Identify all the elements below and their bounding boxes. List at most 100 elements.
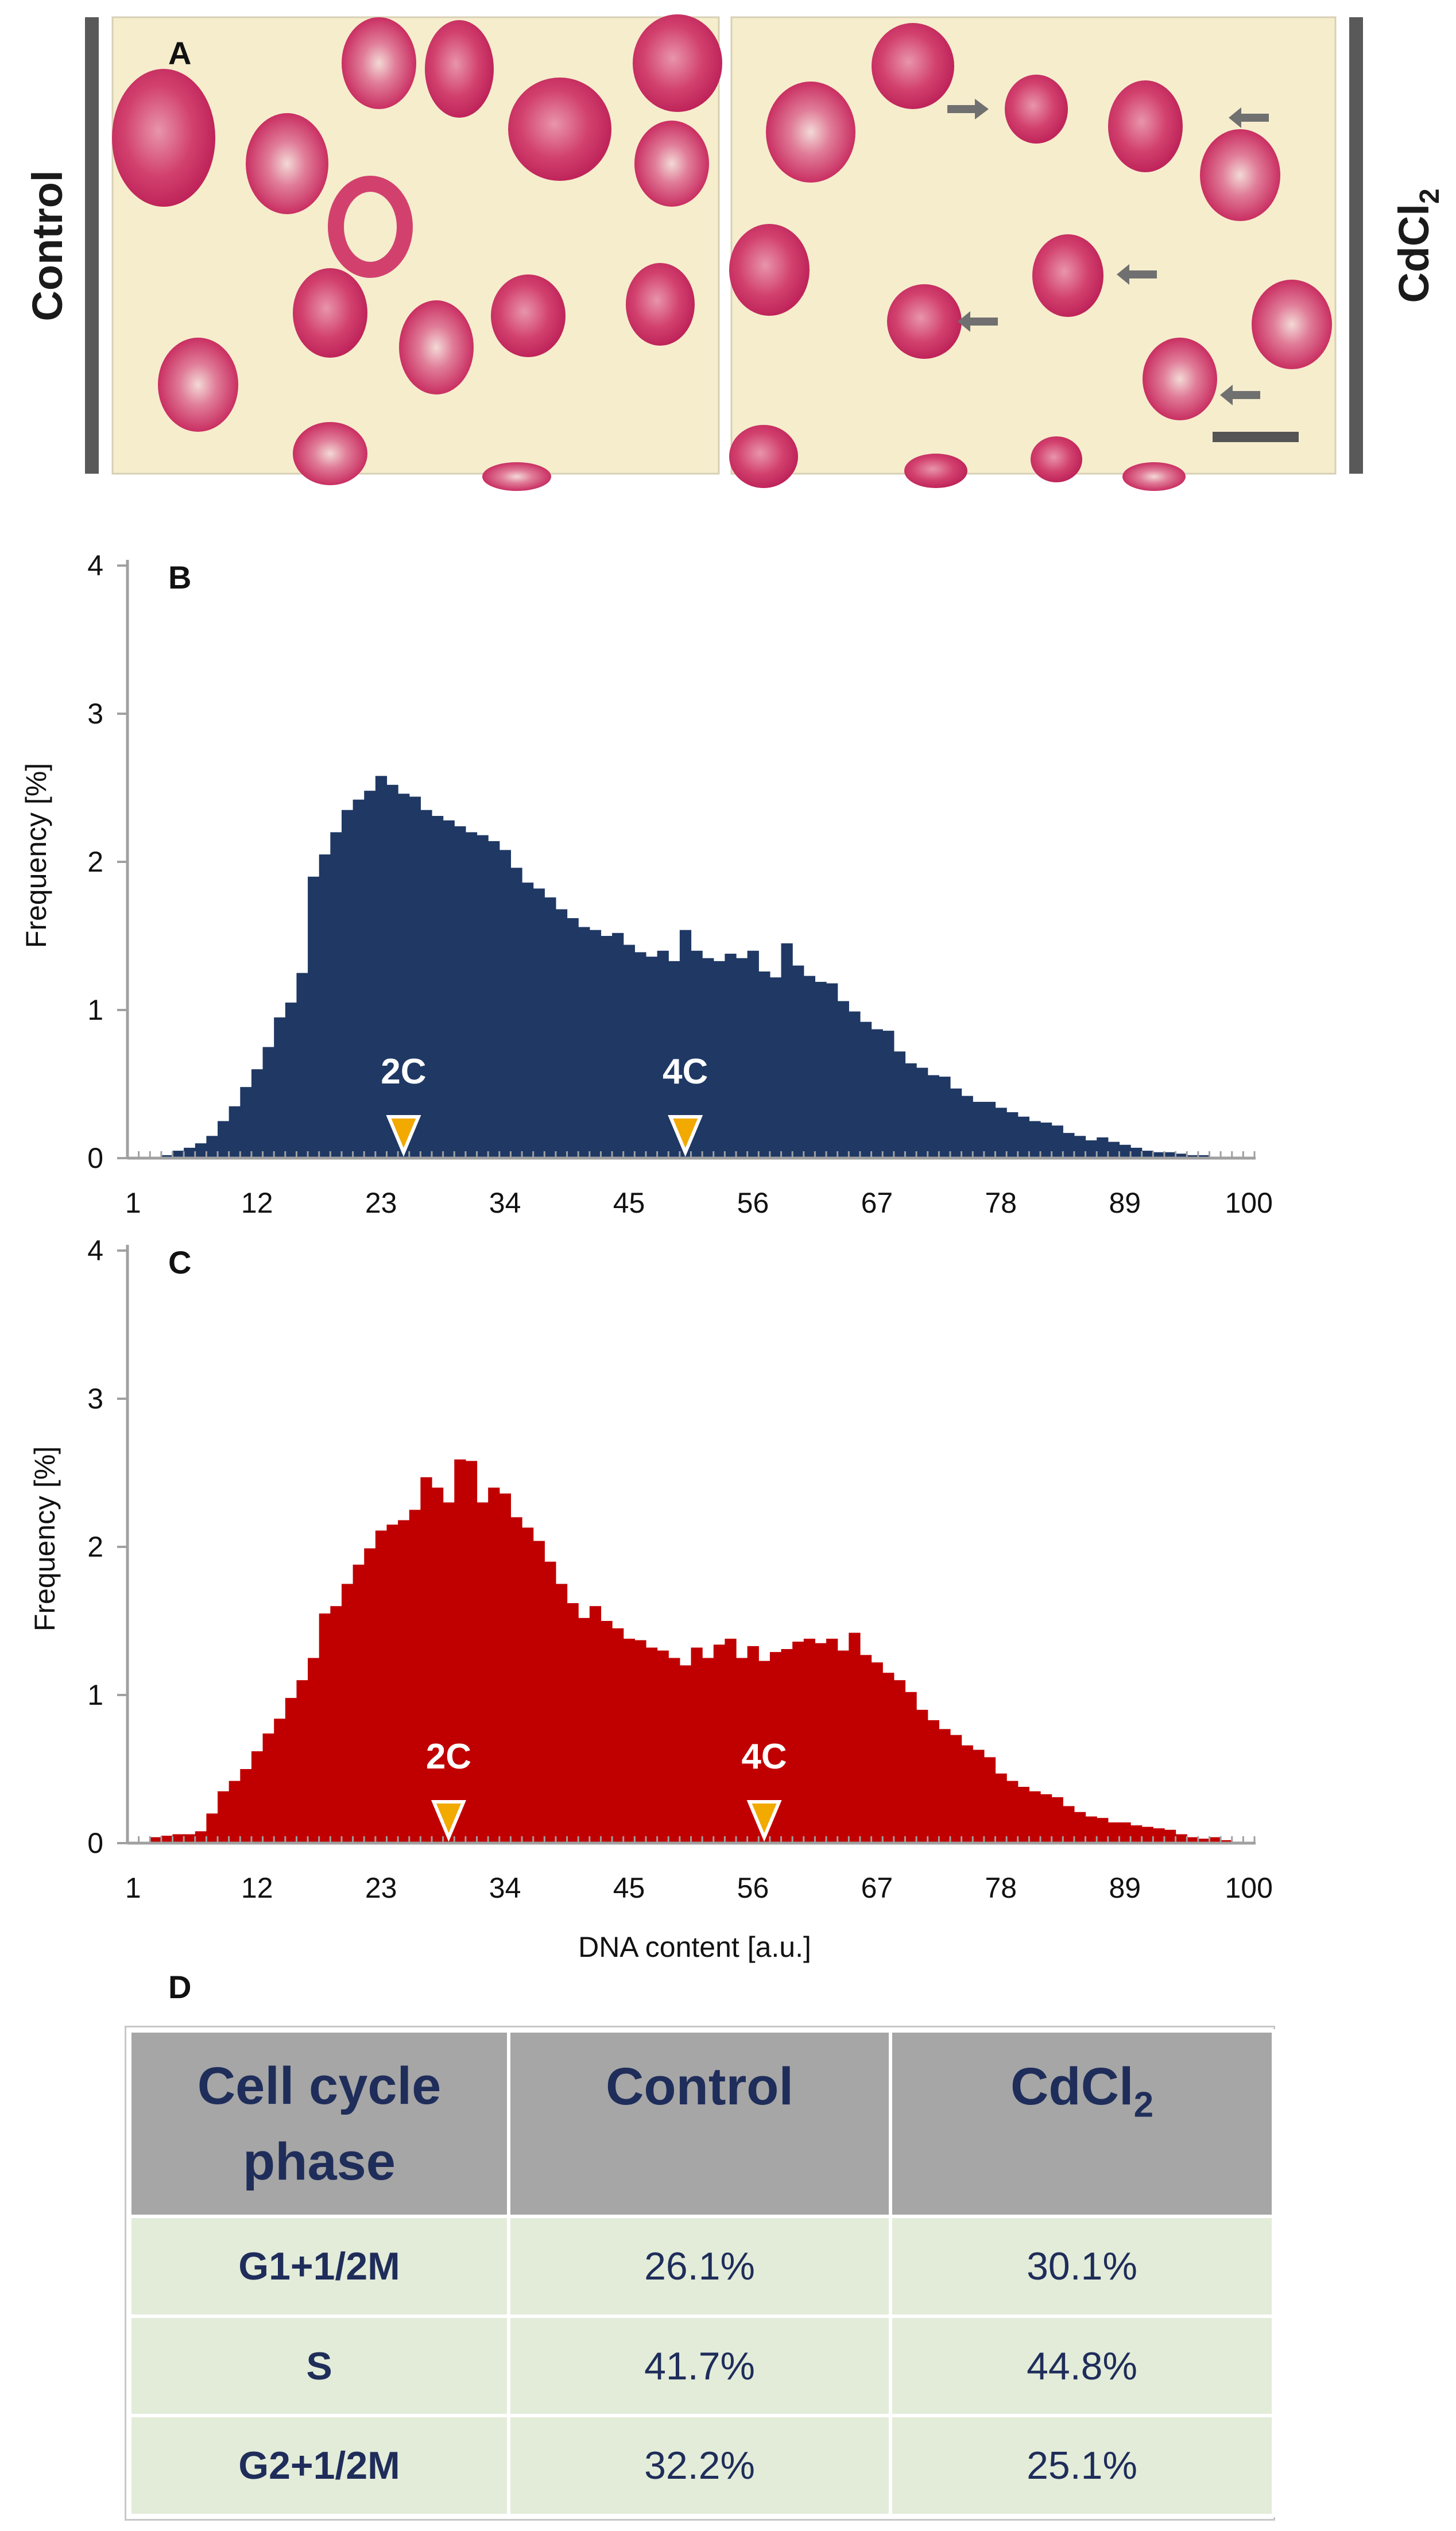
control-bar [1119,1144,1131,1158]
cdcl2-marker-label: 2C [426,1737,471,1777]
cdcl2-bar [837,1650,849,1843]
cdcl2-bar [634,1640,646,1843]
cdcl2-bar [1006,1781,1019,1843]
cdcl2-bar [195,1831,207,1843]
cdcl2-bar [555,1584,568,1843]
cdcl2-bar [150,1837,162,1843]
cdcl2-bar [172,1834,184,1843]
cdcl2-bar [1175,1834,1187,1843]
row-cdcl2-value: 30.1% [889,2215,1275,2318]
control-bar [769,977,782,1158]
control-bar [803,976,816,1158]
cdcl2-micrograph [729,16,1337,491]
cdcl2-bar [803,1638,816,1843]
control-bar [691,950,703,1158]
control-bar [1063,1133,1075,1158]
panel-a-letter: A [168,35,191,71]
control-x-tick-label: 78 [985,1187,1017,1219]
control-bar [736,958,748,1158]
cdcl2-bar [465,1461,478,1843]
cdcl2-bar [747,1646,759,1843]
cdcl2-x-tick-label: 78 [985,1872,1017,1904]
control-bar [634,952,646,1158]
control-y-tick-label: 2 [87,846,103,878]
cdcl2-bar [364,1548,376,1843]
cdcl2-bar [229,1781,241,1843]
control-y-tick-label: 3 [87,698,103,730]
cdcl2-side-bar [1349,17,1363,474]
control-bar [1198,1155,1210,1158]
cdcl2-bar [578,1617,590,1843]
cdcl2-bar [725,1638,737,1843]
control-bar [815,981,827,1158]
control-bar [1187,1155,1199,1158]
cdcl2-x-tick-label: 23 [365,1872,397,1904]
cdcl2-bar [432,1487,444,1843]
cell-cycle-table-frame [125,2026,1275,2521]
cdcl2-y-axis-title: Frequency [%] [29,1446,61,1631]
table-row: G1+1/2M 26.1% 30.1% [128,2215,1275,2318]
control-x-tick-label: 23 [365,1187,397,1219]
control-bar [488,841,500,1158]
left-arrow-icon [1229,107,1269,128]
control-bar [1017,1116,1029,1158]
cdcl2-bar [184,1834,196,1843]
cdcl2-bar [973,1750,985,1843]
header-phase: Cell cycle phase [128,2029,510,2219]
cdcl2-side-label: CdCl2 [1390,188,1445,303]
cdcl2-bar [679,1665,692,1843]
cdcl2-bar [488,1487,500,1843]
control-bar [229,1106,241,1158]
control-bar [849,1011,861,1158]
control-bar [1085,1140,1097,1158]
panel-c-letter: C [168,1244,191,1280]
control-x-tick-label: 34 [489,1187,521,1219]
cdcl2-bar [781,1649,793,1843]
cdcl2-bar [1153,1828,1165,1843]
cdcl2-bar [1074,1812,1086,1843]
control-bar [285,1003,297,1158]
cdcl2-bar [961,1745,973,1843]
cdcl2-bar [713,1644,725,1843]
cdcl2-marker-triangle-icon [746,1800,782,1842]
cdcl2-bar [927,1720,939,1843]
row-control-value: 41.7% [507,2314,892,2418]
control-bar [499,850,512,1158]
control-bar [218,1121,230,1158]
control-bar [601,936,613,1158]
cdcl2-bar [916,1709,928,1843]
cdcl2-bar [792,1642,804,1843]
row-phase: G2+1/2M [128,2414,510,2517]
cdcl2-bar [477,1502,489,1843]
control-bar [657,950,669,1158]
control-x-tick-label: 67 [861,1187,893,1219]
cdcl2-bar [893,1680,906,1843]
row-control-value: 32.2% [507,2414,892,2517]
cdcl2-bar [691,1647,703,1843]
cdcl2-bar [353,1564,365,1843]
control-bar [1141,1151,1153,1158]
control-bar [1006,1112,1019,1158]
control-bar [725,953,737,1158]
header-cdcl2: CdCl2 [889,2029,1275,2219]
control-bar [1074,1136,1086,1158]
control-marker-label: 2C [381,1052,426,1092]
header-control: Control [507,2029,892,2219]
cdcl2-bar [1198,1839,1210,1843]
control-bar [274,1017,286,1158]
scale-bar-icon [1213,432,1299,442]
control-bar [589,930,602,1158]
cdcl2-x-tick-label: 45 [613,1872,645,1904]
control-bar [555,909,568,1158]
cdcl2-bar [815,1643,827,1843]
control-bar [578,927,590,1158]
control-bar [409,796,421,1158]
cdcl2-y-tick-label: 2 [87,1531,103,1563]
control-y-axis-title: Frequency [%] [20,763,52,948]
cdcl2-bar [1017,1786,1029,1843]
control-bar [206,1136,218,1158]
control-bar [1164,1152,1176,1158]
control-bar [916,1067,928,1158]
control-bar [184,1147,196,1158]
control-bar [679,930,692,1158]
